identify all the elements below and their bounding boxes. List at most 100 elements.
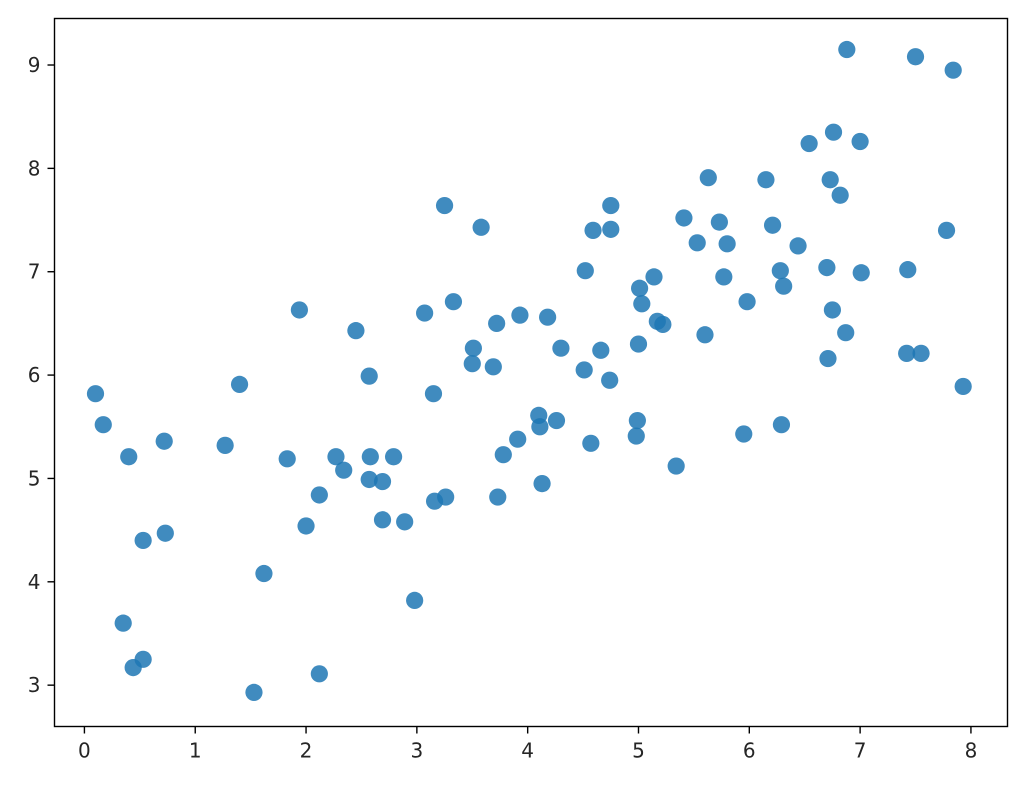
data-point — [627, 427, 645, 445]
data-point — [156, 524, 174, 542]
data-point — [688, 234, 706, 252]
x-tick-label: 0 — [78, 739, 91, 763]
data-point — [718, 235, 736, 253]
data-point — [601, 371, 619, 389]
data-point — [582, 434, 600, 452]
data-point — [539, 308, 557, 326]
data-point — [396, 513, 414, 531]
data-point — [837, 324, 855, 342]
data-point — [633, 295, 651, 313]
data-point — [360, 367, 378, 385]
x-tick-label: 4 — [521, 739, 534, 763]
data-point — [489, 488, 507, 506]
data-point — [775, 277, 793, 295]
data-point — [216, 436, 234, 454]
data-point — [416, 304, 434, 322]
data-point — [906, 48, 925, 66]
y-tick-label: 8 — [28, 156, 41, 180]
data-point — [511, 306, 529, 324]
data-point — [86, 385, 105, 403]
data-point — [94, 416, 112, 434]
data-point — [821, 171, 839, 189]
data-point — [818, 258, 836, 277]
data-point — [384, 448, 403, 466]
data-point — [335, 461, 353, 479]
data-point — [675, 209, 693, 227]
y-tick-label: 3 — [28, 673, 41, 697]
data-point — [361, 448, 379, 466]
data-point — [435, 196, 454, 215]
data-point — [373, 472, 392, 491]
y-tick-label: 9 — [28, 53, 41, 77]
data-point — [838, 40, 856, 59]
data-point — [484, 358, 502, 376]
data-point — [715, 268, 733, 286]
data-point — [437, 488, 455, 506]
y-tick-label: 7 — [28, 260, 41, 284]
plot-frame — [53, 17, 1009, 728]
data-point — [488, 314, 506, 333]
data-point — [735, 425, 753, 443]
data-point — [310, 665, 328, 683]
data-point — [134, 650, 152, 668]
data-point — [831, 186, 849, 204]
data-point — [699, 169, 717, 187]
data-point — [406, 591, 424, 610]
data-point — [464, 339, 482, 357]
data-point — [155, 432, 173, 450]
data-point — [629, 335, 648, 353]
data-point — [297, 517, 315, 535]
data-point — [823, 301, 842, 319]
data-point — [552, 339, 570, 357]
data-point — [763, 216, 782, 234]
y-tick-label: 6 — [28, 363, 41, 387]
data-point — [547, 411, 566, 430]
x-tick-label: 6 — [743, 739, 756, 763]
data-point — [819, 349, 837, 368]
data-point — [584, 221, 602, 239]
data-point — [954, 377, 972, 396]
data-point — [824, 123, 843, 141]
data-point — [576, 262, 594, 280]
data-point — [710, 213, 728, 231]
data-point — [327, 448, 345, 466]
x-tick-label: 3 — [410, 739, 423, 763]
y-tick-label: 4 — [28, 570, 41, 594]
data-point — [757, 171, 775, 189]
data-point — [230, 375, 249, 393]
data-point — [898, 344, 916, 362]
data-point — [602, 196, 620, 215]
data-point — [738, 293, 756, 311]
data-point — [310, 486, 328, 504]
y-axis: 3 4 5 6 7 8 9 — [28, 53, 55, 697]
data-point — [134, 531, 152, 550]
x-tick-label: 7 — [854, 739, 867, 763]
data-point — [463, 355, 481, 373]
data-point — [602, 220, 620, 238]
data-point — [575, 361, 593, 379]
data-point — [120, 448, 138, 466]
data-point — [789, 237, 807, 255]
data-point — [494, 446, 512, 464]
data-point — [772, 416, 791, 434]
data-point — [667, 457, 685, 475]
data-point — [800, 134, 818, 153]
data-point — [771, 262, 789, 280]
data-point — [278, 450, 296, 468]
data-point — [533, 475, 551, 493]
data-point — [654, 315, 672, 334]
data-point — [245, 683, 263, 701]
x-tick-label: 2 — [300, 739, 313, 763]
data-point — [509, 430, 527, 448]
data-point — [347, 322, 365, 340]
data-point — [114, 614, 132, 632]
data-point — [424, 385, 443, 403]
x-tick-label: 1 — [189, 739, 202, 763]
y-tick-label: 5 — [28, 466, 41, 490]
data-point — [631, 279, 649, 297]
data-point — [912, 344, 930, 362]
data-point — [472, 218, 490, 236]
data-point — [290, 301, 308, 319]
data-point — [899, 261, 917, 279]
